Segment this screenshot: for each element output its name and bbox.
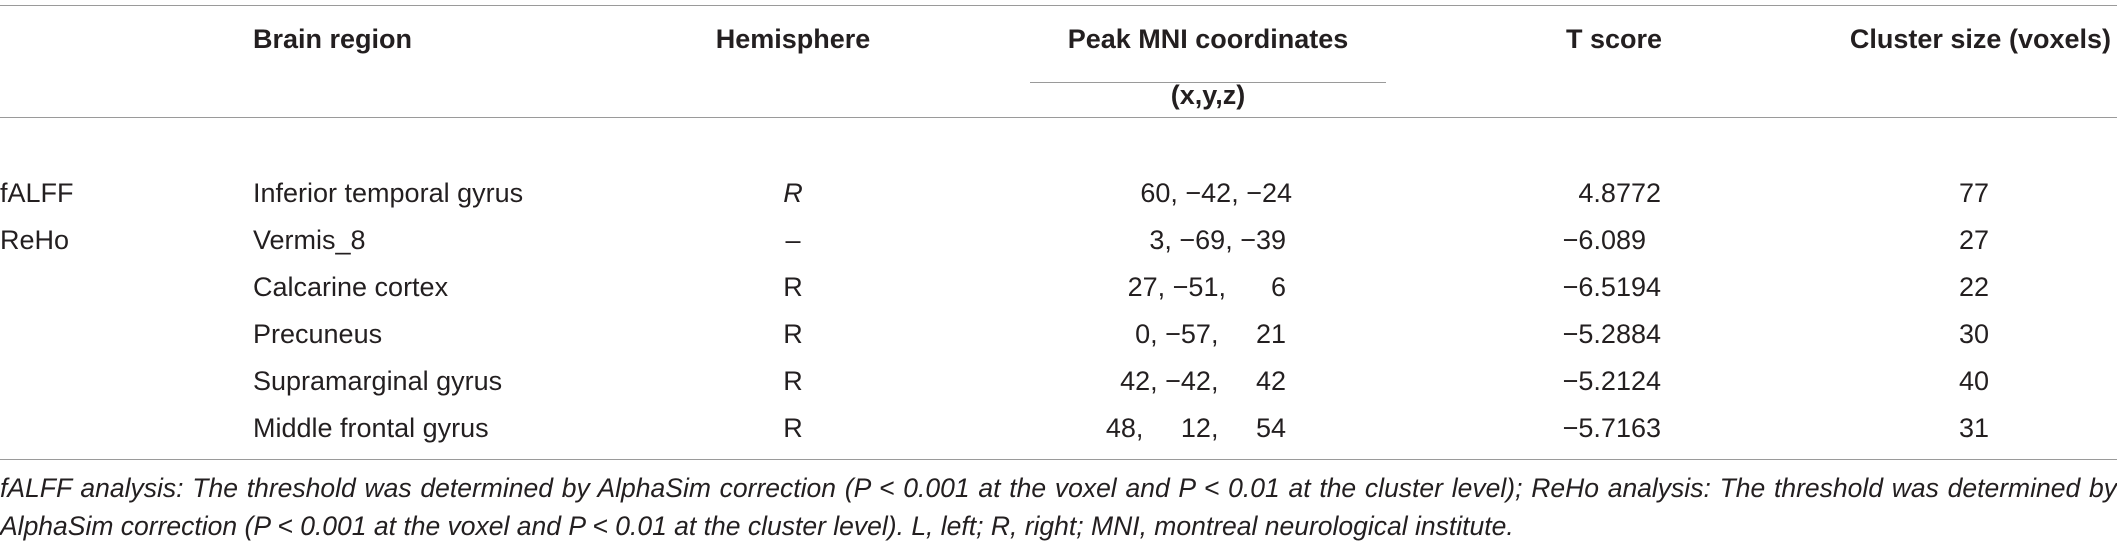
row-analysis: ReHo: [0, 225, 70, 255]
row-region: Middle frontal gyrus: [253, 413, 489, 443]
row-coords: 48, 12, 54: [1105, 413, 1286, 443]
row-analysis: fALFF: [0, 178, 74, 208]
row-hemisphere: R: [783, 366, 803, 396]
row-coords: 60, −42, −24: [1140, 178, 1292, 208]
row-t-score: −6.089: [1562, 225, 1646, 255]
row-cluster: 40: [1958, 366, 1990, 396]
table-footnote: fALFF analysis: The threshold was determ…: [0, 473, 2117, 541]
row-t-score: −5.7163: [1562, 413, 1661, 443]
row-coords: 3, −69, −39: [1149, 225, 1286, 255]
header-t-score: T score: [1565, 24, 1663, 54]
row-hemisphere: R: [783, 413, 803, 443]
header-cluster-size: Cluster size (voxels): [1849, 24, 2111, 54]
row-region: Inferior temporal gyrus: [253, 178, 524, 208]
row-cluster: 77: [1958, 178, 1990, 208]
table-bottom-rule: [0, 459, 2117, 460]
row-cluster: 27: [1958, 225, 1990, 255]
header-peak-mni: Peak MNI coordinates: [1067, 24, 1349, 54]
header-bottom-rule: [0, 117, 2117, 118]
row-hemisphere: –: [785, 225, 801, 255]
row-cluster: 30: [1958, 319, 1990, 349]
row-hemisphere: R: [783, 178, 803, 208]
row-hemisphere: R: [783, 272, 803, 302]
header-brain-region: Brain region: [253, 24, 413, 54]
row-coords: 27, −51, 6: [1127, 272, 1286, 302]
row-cluster: 22: [1958, 272, 1990, 302]
header-peak-mni-subrule: [1030, 82, 1386, 83]
row-t-score: 4.8772: [1578, 178, 1661, 208]
row-coords: 0, −57, 21: [1135, 319, 1286, 349]
row-t-score: −6.5194: [1562, 272, 1661, 302]
row-t-score: −5.2884: [1562, 319, 1661, 349]
row-region: Precuneus: [253, 319, 383, 349]
row-region: Vermis_8: [253, 225, 366, 255]
row-cluster: 31: [1958, 413, 1990, 443]
row-hemisphere: R: [783, 319, 803, 349]
row-coords: 42, −42, 42: [1120, 366, 1286, 396]
table-top-rule: [0, 5, 2117, 6]
header-peak-mni-sub: (x,y,z): [1170, 80, 1246, 110]
header-hemisphere: Hemisphere: [715, 24, 871, 54]
row-region: Calcarine cortex: [253, 272, 449, 302]
row-region: Supramarginal gyrus: [253, 366, 503, 396]
row-t-score: −5.2124: [1562, 366, 1661, 396]
